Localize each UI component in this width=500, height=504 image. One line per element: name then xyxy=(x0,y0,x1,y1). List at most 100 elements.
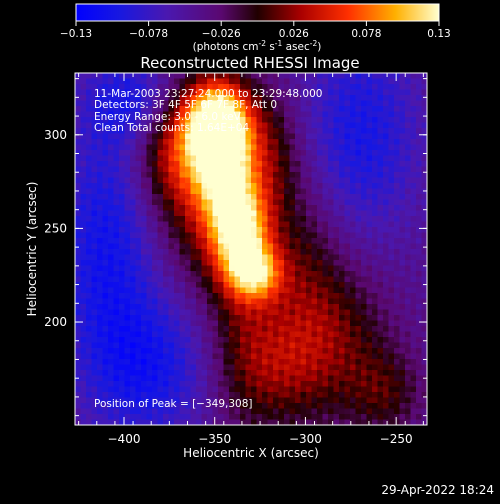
heatmap-cell xyxy=(333,276,340,283)
heatmap-cell xyxy=(372,260,378,266)
heatmap-cell xyxy=(410,194,417,200)
heatmap-cell xyxy=(267,100,274,107)
heatmap-cell xyxy=(212,249,219,255)
heatmap-cell xyxy=(295,216,301,222)
heatmap-cell xyxy=(405,221,411,228)
heatmap-cell xyxy=(190,326,197,332)
heatmap-cell xyxy=(405,216,411,222)
heatmap-cell xyxy=(86,320,92,327)
heatmap-cell xyxy=(163,282,169,288)
heatmap-cell xyxy=(399,106,406,112)
heatmap-cell xyxy=(163,232,169,239)
heatmap-cell xyxy=(416,254,422,261)
heatmap-cell xyxy=(416,298,422,305)
heatmap-cell xyxy=(185,139,191,145)
heatmap-cell xyxy=(339,331,345,338)
heatmap-cell xyxy=(311,216,318,222)
heatmap-cell xyxy=(185,271,191,277)
heatmap-cell xyxy=(240,133,246,140)
heatmap-cell xyxy=(223,210,230,217)
heatmap-cell xyxy=(421,320,428,327)
heatmap-cell xyxy=(256,370,263,376)
heatmap-cell xyxy=(229,73,235,79)
heatmap-cell xyxy=(124,304,131,310)
heatmap-cell xyxy=(179,397,186,404)
heatmap-cell xyxy=(75,161,81,167)
heatmap-cell xyxy=(372,265,378,272)
heatmap-cell xyxy=(377,276,384,283)
heatmap-cell xyxy=(377,111,384,118)
heatmap-cell xyxy=(113,78,120,85)
heatmap-cell xyxy=(119,414,125,420)
heatmap-cell xyxy=(339,381,345,387)
heatmap-cell xyxy=(284,221,290,228)
heatmap-cell xyxy=(366,117,373,123)
heatmap-cell xyxy=(306,337,312,343)
heatmap-cell xyxy=(91,370,98,376)
heatmap-cell xyxy=(102,309,109,316)
heatmap-cell xyxy=(157,161,164,167)
heatmap-cell xyxy=(339,89,345,96)
heatmap-cell xyxy=(350,320,356,327)
heatmap-cell xyxy=(179,375,186,382)
heatmap-cell xyxy=(416,243,422,250)
heatmap-cell xyxy=(372,139,378,145)
heatmap-cell xyxy=(311,260,318,266)
heatmap-cell xyxy=(245,348,252,354)
heatmap-cell xyxy=(91,144,98,151)
heatmap-cell xyxy=(273,73,279,79)
heatmap-cell xyxy=(157,265,164,272)
heatmap-cell xyxy=(273,315,279,321)
heatmap-cell xyxy=(421,309,428,316)
heatmap-cell xyxy=(135,221,142,228)
heatmap-cell xyxy=(295,78,301,85)
heatmap-cell xyxy=(80,122,87,129)
heatmap-cell xyxy=(212,144,219,151)
heatmap-cell xyxy=(289,161,296,167)
heatmap-cell xyxy=(388,161,395,167)
heatmap-cell xyxy=(135,403,142,409)
heatmap-cell xyxy=(141,419,147,426)
heatmap-cell xyxy=(328,177,334,184)
heatmap-cell xyxy=(146,375,153,382)
heatmap-cell xyxy=(383,95,389,101)
heatmap-cell xyxy=(372,408,378,415)
heatmap-cell xyxy=(152,309,158,316)
heatmap-cell xyxy=(163,194,169,200)
heatmap-cell xyxy=(135,359,142,365)
heatmap-cell xyxy=(383,309,389,316)
heatmap-cell xyxy=(300,348,307,354)
heatmap-cell xyxy=(421,194,428,200)
heatmap-cell xyxy=(201,205,208,211)
heatmap-cell xyxy=(289,117,296,123)
heatmap-cell xyxy=(196,386,202,393)
heatmap-cell xyxy=(421,111,428,118)
heatmap-cell xyxy=(229,254,235,261)
heatmap-cell xyxy=(405,331,411,338)
heatmap-cell xyxy=(267,397,274,404)
heatmap-cell xyxy=(333,315,340,321)
heatmap-cell xyxy=(185,128,191,134)
heatmap-cell xyxy=(388,260,395,266)
heatmap-cell xyxy=(141,315,147,321)
heatmap-cell xyxy=(344,166,351,173)
heatmap-cell xyxy=(207,419,213,426)
heatmap-cell xyxy=(212,89,219,96)
heatmap-cell xyxy=(383,172,389,178)
heatmap-cell xyxy=(141,144,147,151)
heatmap-cell xyxy=(240,397,246,404)
heatmap-cell xyxy=(256,315,263,321)
heatmap-cell xyxy=(113,337,120,343)
heatmap-cell xyxy=(234,117,241,123)
heatmap-cell xyxy=(394,122,400,129)
heatmap-cell xyxy=(273,348,279,354)
heatmap-cell xyxy=(86,95,92,101)
heatmap-cell xyxy=(146,320,153,327)
heatmap-cell xyxy=(388,139,395,145)
heatmap-cell xyxy=(240,381,246,387)
heatmap-cell xyxy=(97,359,103,365)
heatmap-cell xyxy=(229,386,235,393)
heatmap-cell xyxy=(174,78,180,85)
heatmap-cell xyxy=(141,320,147,327)
